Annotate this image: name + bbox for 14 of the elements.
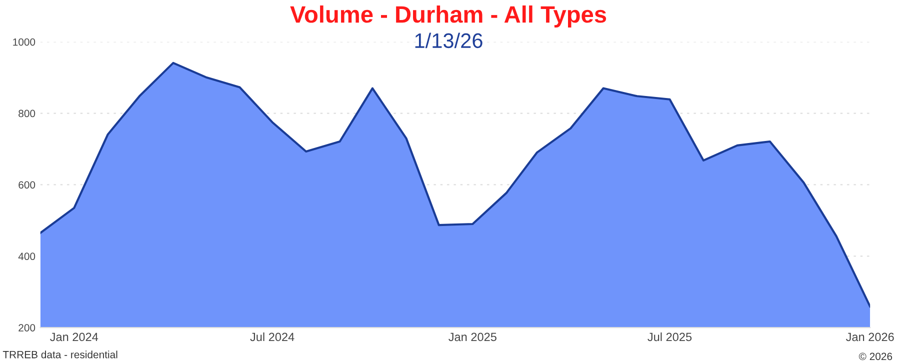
y-tick-label: 200 [18, 324, 36, 332]
x-tick-label: Jul 2024 [250, 332, 294, 342]
y-tick-label: 600 [18, 181, 36, 189]
chart-subtitle: 1/13/26 [415, 32, 482, 48]
x-tick-label: Jul 2025 [648, 332, 692, 342]
y-tick-label: 1000 [13, 38, 36, 46]
y-tick-label: 800 [18, 110, 36, 118]
x-tick-label: Jan 2024 [50, 332, 98, 342]
y-tick-label: 400 [18, 252, 36, 260]
x-tick-label: Jan 2025 [448, 332, 496, 342]
x-tick-label: Jan 2026 [846, 332, 894, 342]
text: TRREB data - residential [2, 350, 118, 358]
chart-title: Volume - Durham - All Types [290, 5, 606, 28]
text: © 2026 [858, 352, 892, 360]
